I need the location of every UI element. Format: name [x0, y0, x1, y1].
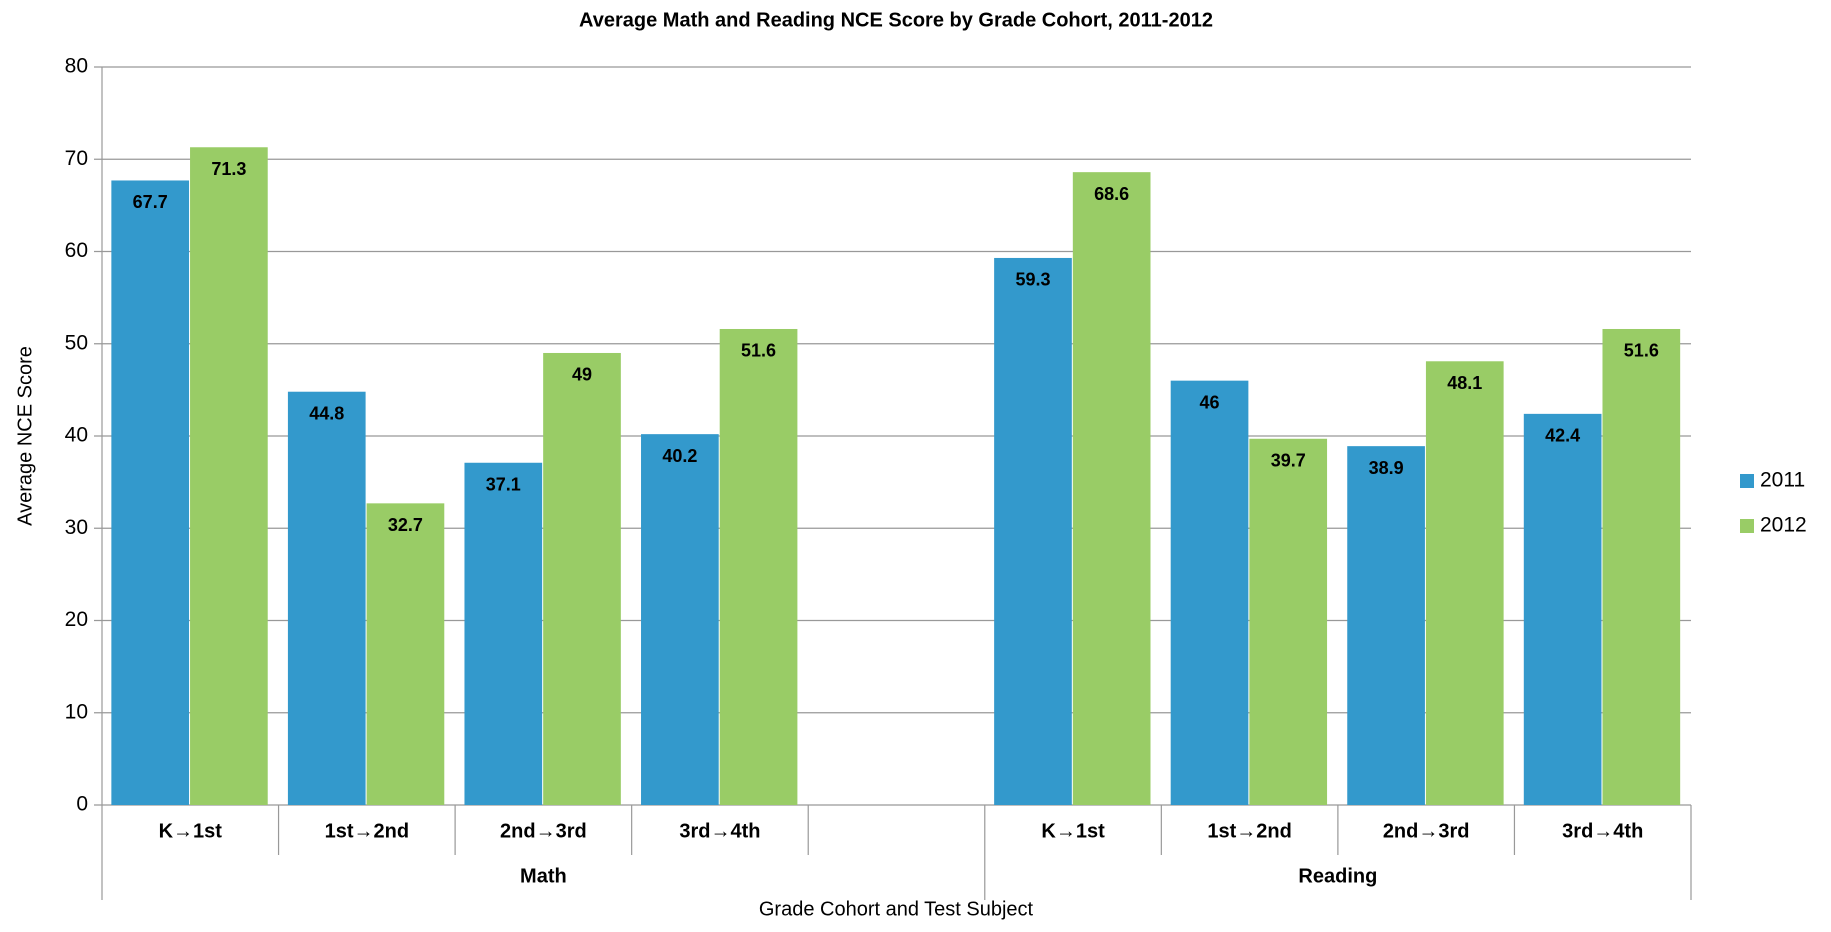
- bar: [1523, 413, 1602, 805]
- bar: [1249, 438, 1328, 805]
- data-label: 51.6: [1624, 341, 1659, 361]
- legend-label: 2011: [1760, 469, 1805, 492]
- bar: [1347, 446, 1425, 805]
- y-tick-label: 70: [65, 147, 88, 170]
- data-label: 49: [572, 365, 592, 385]
- y-tick-label: 80: [65, 55, 88, 78]
- legend-swatch: [1740, 519, 1754, 533]
- bar: [190, 147, 268, 805]
- bar: [1170, 380, 1249, 805]
- bar: [719, 328, 798, 805]
- bar: [994, 257, 1072, 805]
- bar: [1072, 172, 1151, 806]
- data-label: 39.7: [1271, 451, 1306, 471]
- group-label: Math: [520, 865, 567, 887]
- data-label: 38.9: [1369, 458, 1404, 478]
- y-tick-label: 60: [65, 239, 88, 262]
- x-tick-label: 2nd→3rd: [500, 820, 587, 842]
- x-tick-label: 1st→2nd: [1207, 820, 1291, 842]
- data-label: 37.1: [486, 475, 521, 495]
- data-label: 48.1: [1447, 373, 1482, 393]
- bar: [543, 352, 621, 805]
- data-label: 51.6: [741, 341, 776, 361]
- legend-swatch: [1740, 474, 1754, 488]
- group-label: Reading: [1298, 865, 1377, 887]
- data-label: 71.3: [211, 159, 246, 179]
- bar: [641, 434, 719, 805]
- data-label: 59.3: [1015, 270, 1050, 290]
- y-tick-label: 0: [76, 793, 88, 816]
- x-tick-label: 3rd→4th: [1562, 820, 1643, 842]
- data-label: 68.6: [1094, 184, 1129, 204]
- y-axis-title: Average NCE Score: [14, 346, 36, 526]
- bar: [464, 462, 543, 805]
- chart-title: Average Math and Reading NCE Score by Gr…: [579, 9, 1213, 31]
- y-tick-label: 10: [65, 700, 88, 723]
- x-tick-label: 2nd→3rd: [1383, 820, 1470, 842]
- bar: [1602, 328, 1681, 805]
- y-tick-label: 20: [65, 608, 88, 631]
- bar: [111, 180, 190, 805]
- data-label: 46: [1200, 392, 1220, 412]
- data-label: 42.4: [1545, 426, 1580, 446]
- bar: [287, 391, 366, 805]
- y-tick-label: 50: [65, 331, 88, 354]
- x-axis-title: Grade Cohort and Test Subject: [759, 898, 1034, 920]
- legend-label: 2012: [1760, 514, 1807, 537]
- data-label: 44.8: [309, 403, 344, 423]
- x-tick-label: K→1st: [1041, 820, 1105, 842]
- y-tick-label: 30: [65, 516, 88, 539]
- bar: [1425, 361, 1504, 805]
- data-label: 67.7: [133, 192, 168, 212]
- x-tick-label: 3rd→4th: [679, 820, 760, 842]
- x-tick-label: K→1st: [159, 820, 223, 842]
- bar: [366, 503, 445, 805]
- data-label: 40.2: [662, 446, 697, 466]
- data-label: 32.7: [388, 515, 423, 535]
- y-tick-label: 40: [65, 424, 88, 447]
- x-tick-label: 1st→2nd: [325, 820, 409, 842]
